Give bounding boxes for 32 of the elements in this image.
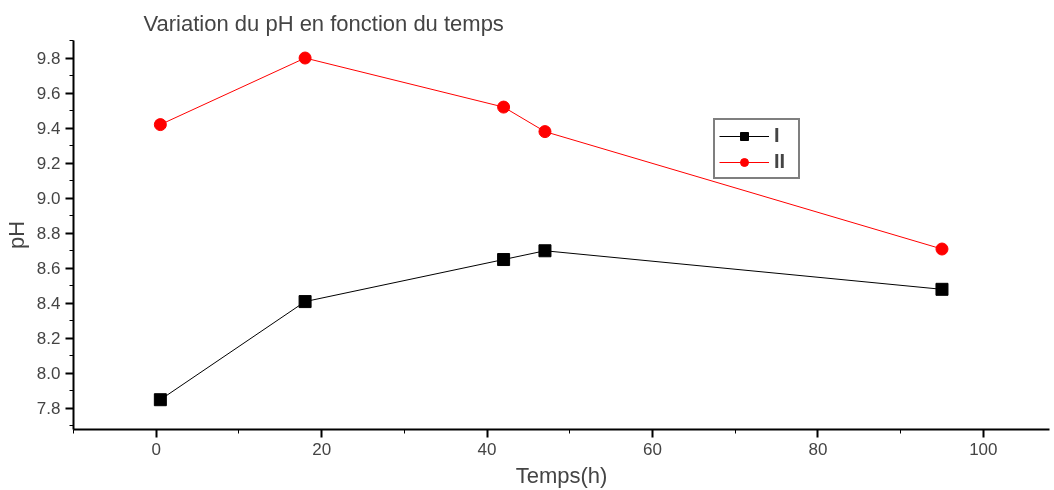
point [935, 282, 949, 296]
y-tick-label: 9.8 [36, 49, 61, 69]
y-tick-label: 9.6 [36, 84, 61, 104]
y-tick-label: 8.4 [36, 294, 61, 314]
x-tick-label: 0 [151, 439, 161, 459]
x-tick-label: 60 [643, 439, 662, 459]
legend-label: II [774, 150, 787, 173]
y-tick-label: 8.0 [36, 364, 61, 384]
x-tick-label: 100 [969, 439, 998, 459]
x-tick-label: 80 [808, 439, 828, 459]
y-tick-label: 8.6 [36, 259, 61, 279]
x-tick-label: 20 [312, 439, 332, 459]
point [298, 51, 312, 65]
y-tick-label: 8.2 [36, 329, 61, 349]
point [298, 295, 312, 309]
y-tick-label: 9.2 [36, 154, 61, 174]
x-tick-label: 40 [477, 439, 497, 459]
point [497, 100, 511, 114]
y-tick-label: 9.4 [36, 119, 61, 139]
point [935, 242, 949, 256]
point [497, 253, 511, 267]
y-tick-label: 8.8 [36, 224, 61, 244]
point [153, 118, 167, 132]
point [153, 393, 167, 407]
x-axis-title: Temps(h) [515, 462, 608, 488]
point [538, 244, 552, 258]
y-axis-title: pH [3, 220, 29, 250]
y-tick-label: 7.8 [36, 399, 61, 419]
y-tick-label: 9.0 [36, 189, 61, 209]
chart-title: Variation du pH en fonction du temps [143, 10, 504, 36]
legend-label: I [774, 124, 781, 147]
point [538, 125, 552, 139]
